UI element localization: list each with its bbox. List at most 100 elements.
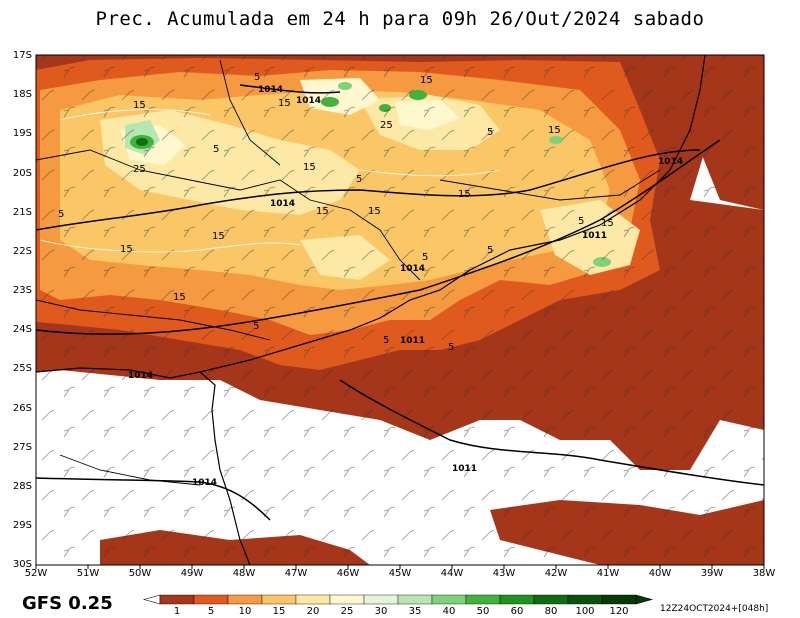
lon-label: 43W: [492, 568, 516, 579]
isobar-label-group: 1014 1014 1014 1014 1014 1014 1011 1011 …: [128, 85, 683, 488]
lat-label: 30S: [12, 559, 32, 570]
colorbar-label: 100: [575, 606, 595, 617]
lat-label: 27S: [12, 442, 32, 453]
lat-label: 20S: [12, 168, 32, 179]
lat-label: 17S: [12, 50, 32, 61]
contour-label: 15: [458, 189, 471, 200]
lon-label: 40W: [648, 568, 672, 579]
contour-label: 15: [133, 100, 146, 111]
lon-label: 42W: [544, 568, 568, 579]
colorbar-swatch: [601, 594, 637, 605]
colorbar-swatch: [499, 594, 535, 605]
isobar-label: 1014: [128, 371, 153, 381]
colorbar-label: 25: [340, 606, 354, 617]
lat-label: 25S: [12, 363, 32, 374]
contour-label: 5: [253, 321, 259, 332]
contour-label: 5: [356, 174, 362, 185]
lat-label: 29S: [12, 520, 32, 531]
lon-label: 44W: [440, 568, 464, 579]
colorbar-swatch: [567, 594, 603, 605]
colorbar-label: 120: [609, 606, 629, 617]
lat-label: 22S: [12, 246, 32, 257]
lat-label: 24S: [12, 324, 32, 335]
colorbar-label: 30: [374, 606, 388, 617]
lon-label: 49W: [180, 568, 204, 579]
lon-label: 38W: [752, 568, 776, 579]
lat-label: 21S: [12, 207, 32, 218]
contour-label-group: 5 15 15 15 25 25 5 15 5 15 15 5 15 15 5 …: [58, 72, 614, 353]
colorbar-swatch: [363, 594, 399, 605]
colorbar-label: 5: [207, 606, 215, 617]
lat-label: 26S: [12, 403, 32, 414]
colorbar-label: 80: [544, 606, 558, 617]
contour-label: 5: [487, 245, 493, 256]
model-name: GFS 0.25: [22, 593, 113, 614]
lat-label: 18S: [12, 89, 32, 100]
lon-label: 46W: [336, 568, 360, 579]
contour-label: 15: [316, 206, 329, 217]
lon-label: 48W: [232, 568, 256, 579]
lat-label: 28S: [12, 481, 32, 492]
contour-label: 25: [380, 120, 393, 131]
colorbar-swatch: [465, 594, 501, 605]
contour-label: 5: [578, 216, 584, 227]
contour-label: 15: [601, 218, 614, 229]
contour-label: 5: [487, 127, 493, 138]
lon-label: 51W: [76, 568, 100, 579]
colorbar-label: 10: [238, 606, 252, 617]
map-canvas: [36, 55, 764, 565]
colorbar-label: 40: [442, 606, 456, 617]
colorbar: [142, 594, 654, 605]
isobar-label: 1014: [296, 96, 321, 106]
lon-label: 50W: [128, 568, 152, 579]
isobar-lines: [36, 139, 721, 335]
colorbar-label: 1: [173, 606, 181, 617]
colorbar-label: 35: [408, 606, 422, 617]
contour-label: 15: [548, 125, 561, 136]
isobar-label: 1014: [270, 199, 295, 209]
lon-label: 47W: [284, 568, 308, 579]
isobar-label: 1014: [258, 85, 283, 95]
colorbar-swatch: [533, 594, 569, 605]
colorbar-label: 20: [306, 606, 320, 617]
contour-label: 15: [368, 206, 381, 217]
contour-label: 5: [213, 144, 219, 155]
contour-label: 25: [133, 164, 146, 175]
isobar-label: 1014: [658, 157, 683, 167]
lat-label: 19S: [12, 128, 32, 139]
coastline: [36, 367, 251, 565]
isobar-label: 1011: [582, 231, 607, 241]
isobar-label: 1014: [192, 478, 217, 488]
contour-label: 15: [278, 98, 291, 109]
lon-label: 52W: [24, 568, 48, 579]
colorbar-label: 50: [476, 606, 490, 617]
isobar-label: 1014: [400, 264, 425, 274]
lat-label: 23S: [12, 285, 32, 296]
contour-label: 15: [212, 231, 225, 242]
isobar-label: 1011: [452, 464, 477, 474]
lon-label: 45W: [388, 568, 412, 579]
colorbar-swatch: [329, 594, 365, 605]
contour-label: 5: [383, 335, 389, 346]
lon-label: 41W: [596, 568, 620, 579]
contour-label: 15: [120, 244, 133, 255]
colorbar-arrow-left: [142, 594, 161, 605]
axis-ticks: [35, 565, 765, 569]
contour-label: 15: [173, 292, 186, 303]
colorbar-label: 15: [272, 606, 286, 617]
contour-label: 5: [58, 209, 64, 220]
contour-label: 5: [254, 72, 260, 83]
lon-label: 39W: [700, 568, 724, 579]
map-title: Prec. Acumulada em 24 h para 09h 26/Out/…: [95, 8, 705, 30]
contour-label: 15: [303, 162, 316, 173]
contour-label: 15: [420, 75, 433, 86]
colorbar-swatch: [227, 594, 263, 605]
run-stamp: 12Z24OCT2024+[048h]: [660, 604, 769, 614]
colorbar-arrow-right: [635, 594, 654, 605]
colorbar-swatch: [193, 594, 229, 605]
colorbar-swatch: [295, 594, 331, 605]
contour-label: 5: [422, 252, 428, 263]
contour-label: 5: [448, 342, 454, 353]
colorbar-swatch: [159, 594, 195, 605]
